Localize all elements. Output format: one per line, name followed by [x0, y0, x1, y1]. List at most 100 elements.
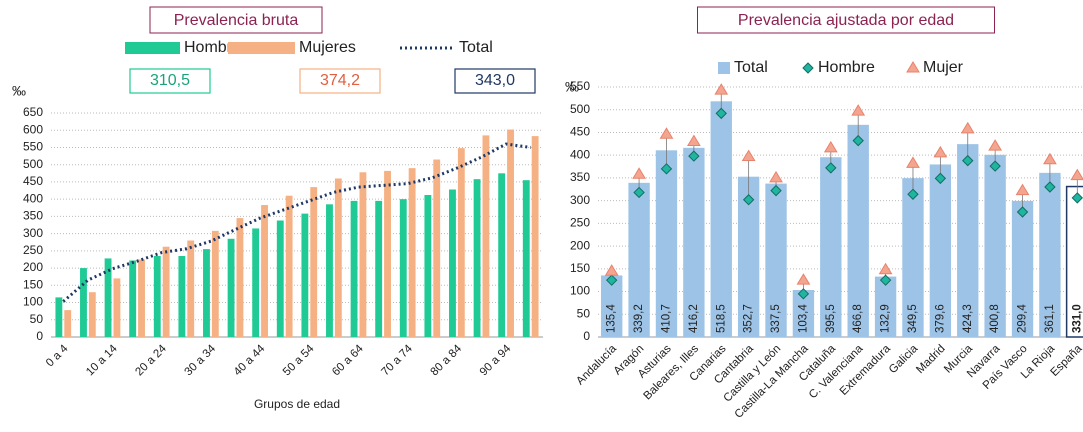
y-tick-label: 200 — [570, 238, 590, 252]
bar — [847, 124, 869, 338]
chart-title: Prevalencia ajustada por edad — [738, 12, 954, 29]
mujer-marker — [960, 121, 975, 134]
bar — [384, 170, 391, 337]
value-label: 299,4 — [1017, 304, 1029, 333]
value-label: 361,1 — [1044, 304, 1056, 333]
value-label: 349,5 — [907, 304, 919, 333]
bar — [957, 144, 979, 337]
x-tick-label: Madrid — [914, 343, 947, 376]
y-unit: ‰ — [565, 79, 579, 95]
bar — [1039, 172, 1061, 337]
bar — [929, 164, 952, 337]
y-tick-label: 50 — [30, 312, 44, 326]
mujer-marker — [933, 145, 948, 158]
hombre-marker — [797, 288, 810, 300]
y-tick-label: 100 — [570, 284, 590, 298]
bar — [55, 297, 63, 337]
y-tick-label: 200 — [23, 260, 43, 274]
y-tick-label: 400 — [570, 147, 590, 161]
title-box — [697, 6, 995, 34]
x-tick-label: 80 a 84 — [429, 342, 465, 378]
hombre-marker — [1044, 181, 1056, 193]
legend-label: Mujer — [923, 59, 964, 76]
y-tick-label: 300 — [570, 193, 590, 207]
y-tick-label: 500 — [570, 102, 590, 116]
bar — [399, 199, 407, 337]
x-tick-label: 50 a 54 — [281, 342, 317, 378]
bar — [129, 260, 137, 337]
value-label: 135,4 — [606, 304, 618, 333]
bar — [792, 290, 815, 337]
legend-swatch — [125, 42, 180, 54]
bar — [178, 256, 186, 337]
x-axis-label: Grupos de edad — [254, 397, 340, 411]
value-label: 518,5 — [715, 304, 727, 333]
value-label: 103,4 — [797, 304, 809, 333]
value-label: 331,0 — [1071, 304, 1083, 333]
bar — [326, 204, 333, 337]
bar — [424, 195, 432, 337]
y-tick-label: 250 — [23, 243, 43, 257]
mujer-marker — [769, 170, 783, 183]
value-label: 410,7 — [661, 304, 673, 333]
y-tick-label: 50 — [577, 306, 591, 320]
legend-label: Total — [734, 59, 768, 76]
bar — [236, 218, 244, 337]
x-tick-label: 30 a 34 — [183, 342, 219, 378]
mujer-marker — [741, 149, 756, 162]
bar — [737, 176, 760, 337]
legend-swatch — [228, 42, 295, 54]
value-label: 400,8 — [989, 304, 1001, 333]
title-box — [149, 6, 323, 34]
x-tick-label: 70 a 74 — [379, 342, 415, 378]
legend-label: Hombre — [818, 59, 875, 76]
total-line — [62, 142, 531, 303]
mujer-marker — [1015, 183, 1030, 196]
bar — [310, 187, 318, 337]
y-tick-label: 400 — [23, 191, 43, 205]
hombre-marker — [825, 162, 837, 174]
hombre-marker — [962, 154, 974, 167]
summary-box — [129, 68, 211, 94]
legend-label: Mujeres — [299, 39, 356, 56]
legend-label: Total — [459, 39, 493, 56]
value-label: 339,2 — [633, 304, 645, 333]
y-tick-label: 600 — [23, 122, 43, 136]
bar — [375, 200, 383, 337]
bar — [601, 275, 623, 337]
value-label: 424,3 — [962, 304, 974, 333]
x-tick-label: 90 a 94 — [478, 342, 514, 378]
y-tick-label: 500 — [23, 157, 43, 171]
mujer-marker — [1070, 168, 1083, 181]
bar — [138, 259, 145, 337]
x-tick-label: Galicia — [887, 342, 921, 376]
x-tick-label: 60 a 64 — [330, 342, 366, 378]
hombre-marker — [660, 163, 673, 175]
y-tick-label: 450 — [23, 174, 43, 188]
mujer-marker — [686, 134, 701, 147]
bar — [211, 230, 219, 337]
bar — [498, 173, 506, 337]
y-tick-label: 350 — [23, 209, 43, 223]
x-tick-label: Andalucía — [574, 342, 619, 387]
bar — [683, 147, 705, 337]
hombre-marker — [989, 160, 1001, 172]
bar — [710, 101, 732, 338]
bar — [203, 249, 210, 337]
y-tick-label: 450 — [570, 125, 590, 139]
bar — [507, 129, 514, 337]
hombre-marker — [605, 274, 618, 286]
y-tick-label: 300 — [23, 226, 43, 240]
bar — [628, 182, 650, 337]
hombre-marker — [633, 186, 645, 199]
mujer-marker — [906, 61, 920, 73]
hombre-marker — [1016, 206, 1029, 218]
legend-swatch — [718, 62, 730, 74]
y-tick-label: 0 — [36, 329, 43, 343]
y-tick-label: 150 — [23, 277, 43, 291]
hombre-marker — [879, 274, 892, 286]
value-label: 337,5 — [770, 304, 782, 333]
bar — [88, 292, 96, 337]
bar — [261, 205, 268, 337]
